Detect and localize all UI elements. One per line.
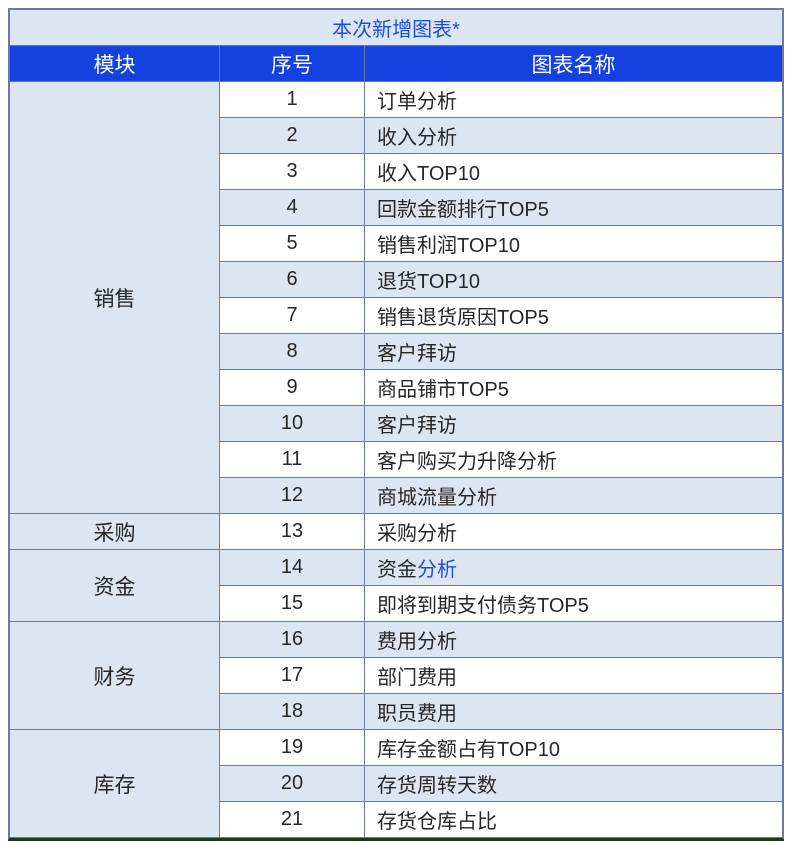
table-row: 资金 14资金分析 <box>10 550 783 586</box>
index-cell: 15 <box>220 586 365 622</box>
index-cell: 14 <box>220 550 365 586</box>
name-text-part: 资金 <box>377 559 417 581</box>
name-cell: 客户购买力升降分析 <box>365 442 783 478</box>
name-cell: 销售利润TOP10 <box>365 226 783 262</box>
index-cell: 5 <box>220 226 365 262</box>
header-module: 模块 <box>10 46 220 82</box>
module-cell: 财务 <box>10 622 220 730</box>
module-cell: 采购 <box>10 514 220 550</box>
name-cell: 回款金额排行TOP5 <box>365 190 783 226</box>
index-cell: 7 <box>220 298 365 334</box>
name-cell: 部门费用 <box>365 658 783 694</box>
name-cell: 存货周转天数 <box>365 766 783 802</box>
name-cell: 职员费用 <box>365 694 783 730</box>
module-cell: 销售 <box>10 82 220 514</box>
name-cell: 采购分析 <box>365 514 783 550</box>
index-cell: 18 <box>220 694 365 730</box>
title-row: 本次新增图表* <box>10 10 783 46</box>
name-cell: 销售退货原因TOP5 <box>365 298 783 334</box>
new-charts-table: 本次新增图表*模块序号图表名称销售1订单分析2收入分析3收入TOP104回款金额… <box>8 8 784 841</box>
name-cell: 商城流量分析 <box>365 478 783 514</box>
table-row: 财务16费用分析 <box>10 622 783 658</box>
index-cell: 8 <box>220 334 365 370</box>
index-cell: 6 <box>220 262 365 298</box>
header-row: 模块序号图表名称 <box>10 46 783 82</box>
name-cell: 收入TOP10 <box>365 154 783 190</box>
index-cell: 4 <box>220 190 365 226</box>
index-cell: 12 <box>220 478 365 514</box>
table-title: 本次新增图表* <box>10 10 783 46</box>
index-cell: 21 <box>220 802 365 838</box>
module-cell: 库存 <box>10 730 220 838</box>
name-cell: 订单分析 <box>365 82 783 118</box>
name-cell: 资金分析 <box>365 550 783 586</box>
header-name: 图表名称 <box>365 46 783 82</box>
name-cell: 费用分析 <box>365 622 783 658</box>
index-cell: 13 <box>220 514 365 550</box>
name-cell: 存货仓库占比 <box>365 802 783 838</box>
table: 本次新增图表*模块序号图表名称销售1订单分析2收入分析3收入TOP104回款金额… <box>9 9 783 838</box>
table-row: 库存19库存金额占有TOP10 <box>10 730 783 766</box>
table-row: 销售1订单分析 <box>10 82 783 118</box>
name-cell: 库存金额占有TOP10 <box>365 730 783 766</box>
index-cell: 10 <box>220 406 365 442</box>
index-cell: 17 <box>220 658 365 694</box>
index-cell: 19 <box>220 730 365 766</box>
name-cell: 商品铺市TOP5 <box>365 370 783 406</box>
table-row: 采购13采购分析 <box>10 514 783 550</box>
name-cell: 客户拜访 <box>365 406 783 442</box>
index-cell: 11 <box>220 442 365 478</box>
index-cell: 3 <box>220 154 365 190</box>
header-index: 序号 <box>220 46 365 82</box>
name-cell: 退货TOP10 <box>365 262 783 298</box>
name-cell: 客户拜访 <box>365 334 783 370</box>
index-cell: 2 <box>220 118 365 154</box>
name-cell: 即将到期支付债务TOP5 <box>365 586 783 622</box>
name-link-part: 分析 <box>417 559 457 581</box>
index-cell: 1 <box>220 82 365 118</box>
name-cell: 收入分析 <box>365 118 783 154</box>
index-cell: 16 <box>220 622 365 658</box>
module-cell: 资金 <box>10 550 220 622</box>
index-cell: 20 <box>220 766 365 802</box>
index-cell: 9 <box>220 370 365 406</box>
